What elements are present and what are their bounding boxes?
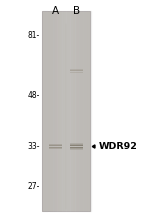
Bar bbox=[70, 73, 83, 74]
Bar bbox=[70, 149, 83, 150]
Text: B: B bbox=[73, 6, 80, 16]
Text: A: A bbox=[52, 6, 59, 16]
Bar bbox=[70, 72, 83, 73]
Bar bbox=[49, 147, 62, 148]
Bar bbox=[49, 144, 62, 145]
Bar bbox=[70, 69, 83, 70]
Polygon shape bbox=[92, 145, 95, 148]
Bar bbox=[49, 146, 62, 147]
Bar bbox=[70, 70, 83, 71]
Bar bbox=[49, 143, 62, 144]
Text: 48-: 48- bbox=[27, 91, 40, 100]
Bar bbox=[70, 148, 83, 149]
Text: WDR92: WDR92 bbox=[99, 142, 138, 151]
Bar bbox=[70, 145, 83, 146]
Text: 33-: 33- bbox=[27, 142, 40, 151]
Bar bbox=[70, 71, 83, 72]
Bar bbox=[42, 11, 90, 211]
Bar bbox=[70, 146, 83, 147]
Bar bbox=[70, 143, 83, 144]
Bar bbox=[70, 68, 83, 69]
Text: 81-: 81- bbox=[27, 31, 40, 40]
Text: 27-: 27- bbox=[27, 182, 40, 191]
Bar bbox=[70, 144, 83, 145]
Bar bbox=[49, 148, 62, 149]
Bar bbox=[49, 149, 62, 150]
Bar bbox=[49, 145, 62, 146]
Bar bbox=[70, 147, 83, 148]
